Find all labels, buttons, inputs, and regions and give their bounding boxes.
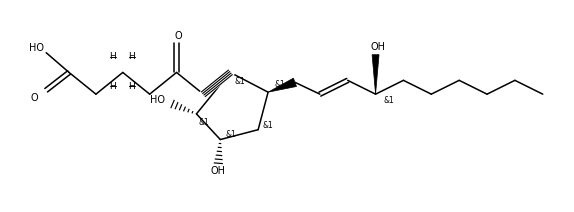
Text: &1: &1	[383, 96, 394, 105]
Text: H: H	[129, 82, 135, 91]
Text: OH: OH	[370, 42, 385, 52]
Text: O: O	[174, 31, 183, 41]
Text: H: H	[110, 82, 116, 91]
Text: HO: HO	[29, 43, 44, 53]
Text: HO: HO	[150, 95, 165, 105]
Text: &1: &1	[234, 77, 245, 86]
Text: H: H	[129, 52, 135, 61]
Text: &1: &1	[226, 130, 236, 139]
Text: &1: &1	[262, 121, 273, 130]
Text: OH: OH	[211, 166, 226, 176]
Text: O: O	[30, 93, 38, 103]
Text: &1: &1	[274, 80, 285, 89]
Polygon shape	[268, 78, 297, 92]
Text: H: H	[110, 52, 116, 61]
Text: &1: &1	[199, 118, 209, 127]
Polygon shape	[372, 55, 379, 94]
